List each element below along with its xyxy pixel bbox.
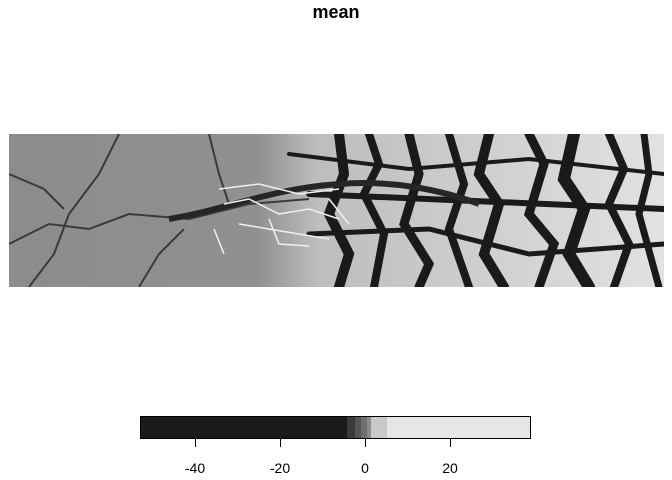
legend-color-segment [141, 417, 347, 438]
legend-color-segment [367, 417, 371, 438]
legend-tick-label: 0 [361, 460, 369, 476]
terrain-raster-image [9, 134, 664, 287]
legend-color-segment [355, 417, 361, 438]
legend-tick-label: -20 [269, 460, 291, 476]
legend-color-segment [387, 417, 530, 438]
legend-tick-label: 20 [442, 460, 458, 476]
legend-tick [365, 439, 366, 447]
legend-tick-label: -40 [184, 460, 206, 476]
color-legend-bar [140, 416, 531, 439]
map-title: mean [312, 2, 360, 22]
legend-color-segment [347, 417, 355, 438]
legend-color-segment [371, 417, 387, 438]
legend-tick [195, 439, 196, 447]
legend-color-segment [361, 417, 367, 438]
legend-tick [280, 439, 281, 447]
legend-tick [450, 439, 451, 447]
